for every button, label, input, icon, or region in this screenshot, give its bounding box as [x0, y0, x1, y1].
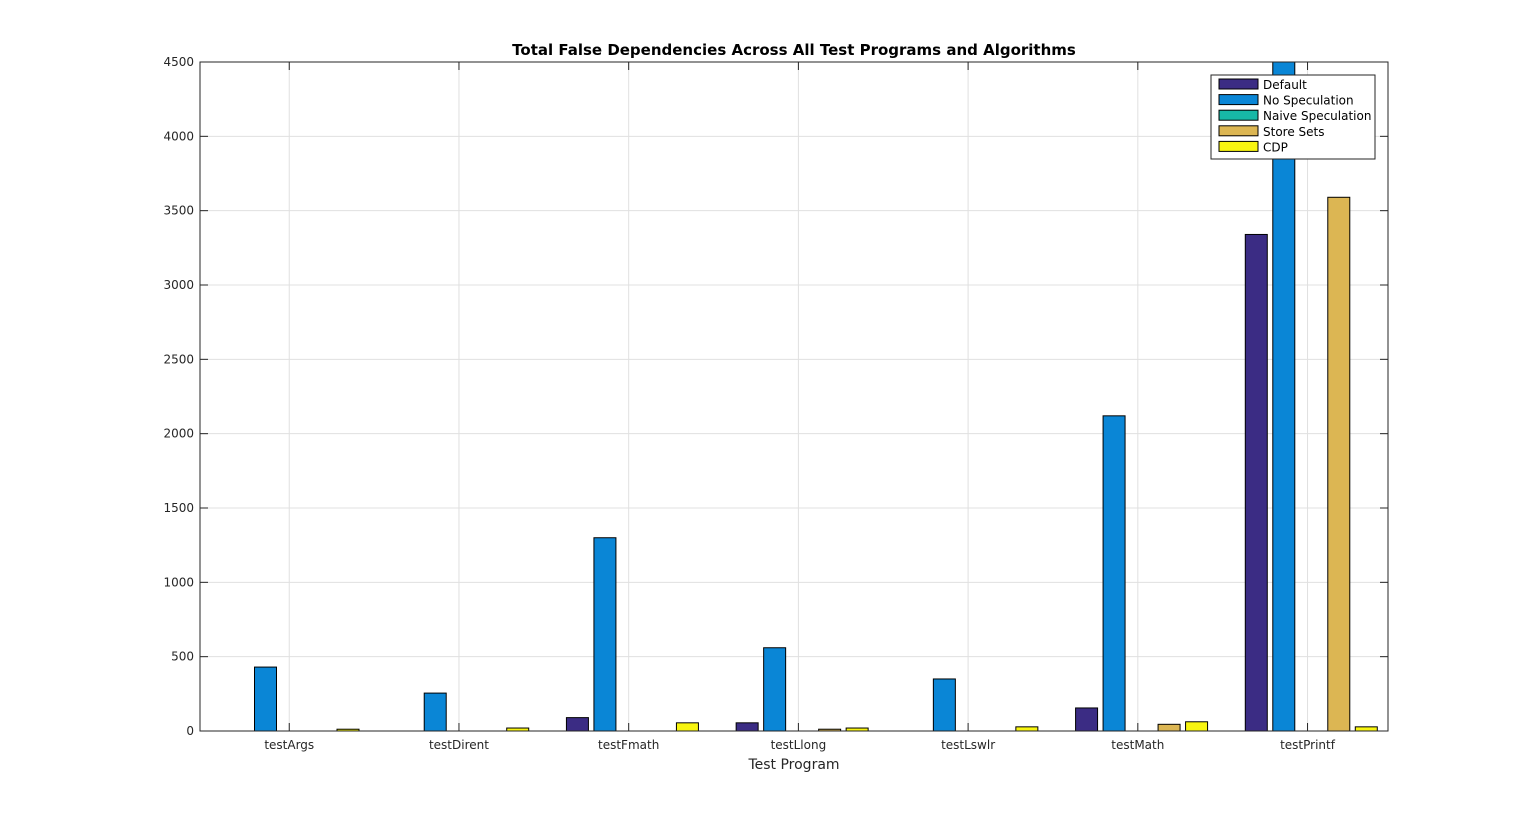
bar	[1102, 415, 1126, 732]
bar	[423, 692, 447, 732]
bar	[1015, 726, 1039, 732]
x-tick-label: testDirent	[429, 738, 489, 752]
legend-entry-label: No Speculation	[1263, 94, 1354, 108]
axis-ticks: 0 500 1000 1500 2000 2500 3000 3500 4000 4500 test…	[163, 55, 1388, 752]
y-tick-label: 2500	[163, 352, 194, 366]
bar	[1354, 726, 1378, 732]
legend-swatch	[1218, 125, 1259, 137]
x-tick-label: testArgs	[264, 738, 314, 752]
legend-entry-label: Default	[1263, 78, 1307, 92]
legend-swatch	[1218, 109, 1259, 121]
legend-swatch	[1218, 78, 1259, 90]
bar	[1185, 721, 1209, 732]
legend-swatch	[1218, 140, 1259, 152]
bar	[254, 666, 277, 732]
x-tick-label: testMath	[1111, 738, 1164, 752]
x-tick-label: testPrintf	[1280, 738, 1336, 752]
y-tick-label: 0	[186, 724, 194, 738]
x-tick-label: testLswlr	[941, 738, 995, 752]
chart-title: Total False Dependencies Across All Test…	[512, 41, 1076, 59]
legend-entry-label: Naive Speculation	[1263, 109, 1371, 123]
bar	[1327, 196, 1351, 732]
legend-entry-label: CDP	[1263, 140, 1288, 154]
bar	[565, 717, 589, 732]
y-tick-label: 4500	[163, 55, 194, 69]
x-tick-label: testLlong	[771, 738, 827, 752]
x-axis-label: Test Program	[747, 757, 839, 773]
plot-area-frame	[199, 61, 1389, 732]
bar	[735, 722, 759, 732]
y-tick-label: 1000	[163, 575, 194, 589]
bar	[932, 678, 956, 732]
bar	[1075, 707, 1099, 732]
grid-lines	[200, 61, 1388, 732]
y-tick-label: 3500	[163, 204, 194, 218]
y-tick-label: 4000	[163, 129, 194, 143]
bar	[1272, 61, 1296, 732]
legend-entry-label: Store Sets	[1263, 125, 1325, 139]
y-tick-label: 500	[171, 650, 194, 664]
bar	[1244, 233, 1268, 732]
y-tick-label: 3000	[163, 278, 194, 292]
bar	[763, 647, 787, 732]
y-tick-label: 1500	[163, 501, 194, 515]
bar	[675, 722, 699, 732]
bar-series	[254, 61, 1378, 732]
bar	[593, 537, 617, 732]
legend-swatch	[1218, 94, 1259, 106]
x-tick-label: testFmath	[598, 738, 659, 752]
y-tick-label: 2000	[163, 427, 194, 441]
bar	[1157, 723, 1181, 732]
